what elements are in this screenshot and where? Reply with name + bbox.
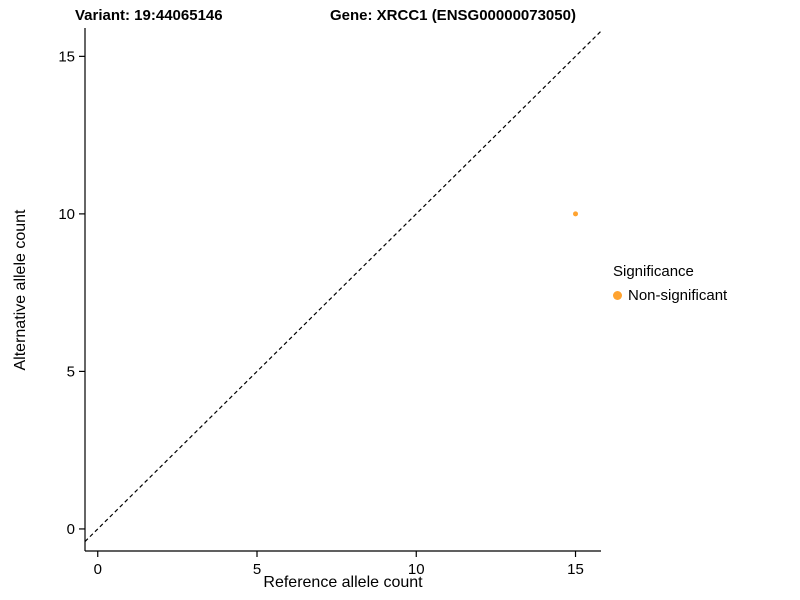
x-tick-label: 5 [253,561,261,578]
legend: Significance Non-significant [613,263,727,304]
legend-entry: Non-significant [613,287,727,304]
variant-title: Variant: 19:44065146 [75,7,223,24]
legend-dot-icon [613,291,622,300]
data-point [573,211,579,217]
x-tick-label: 0 [94,561,102,578]
y-tick-label: 0 [67,521,75,538]
legend-title: Significance [613,263,694,280]
gene-title: Gene: XRCC1 (ENSG00000073050) [330,7,576,24]
y-axis-label: Alternative allele count [12,209,29,371]
y-tick-label: 10 [58,206,75,223]
legend-entry-label: Non-significant [628,287,728,304]
x-axis-label: Reference allele count [263,574,423,591]
y-tick-label: 5 [67,363,75,380]
y-tick-label: 15 [58,48,75,65]
x-tick-label: 10 [408,561,425,578]
x-tick-label: 15 [567,561,584,578]
identity-reference-line [84,30,602,542]
